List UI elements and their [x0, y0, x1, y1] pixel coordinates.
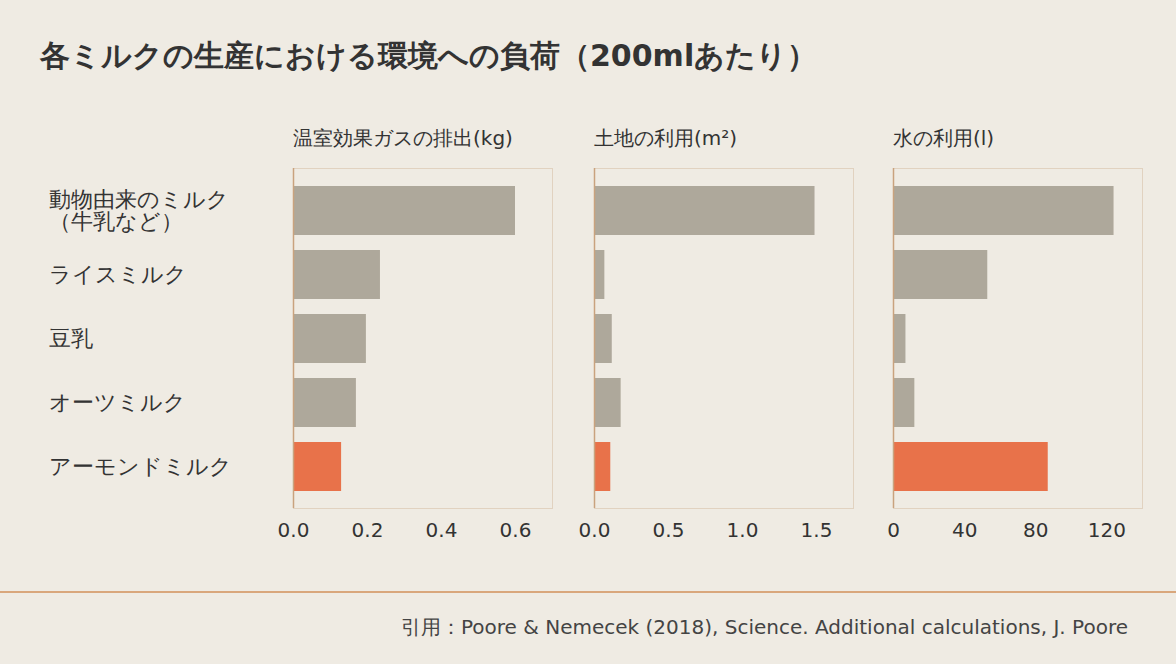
- svg-text:0.5: 0.5: [653, 518, 685, 542]
- html-text:各ミルクの生産における環境への負荷（200mlあたり）: 各ミルクの生産における環境への負荷（200mlあたり）: [40, 38, 818, 73]
- svg-text:1.5: 1.5: [801, 518, 833, 542]
- svg-text:0.4: 0.4: [426, 518, 458, 542]
- svg-text:80: 80: [1023, 518, 1048, 542]
- svg-text:アーモンドミルク: アーモンドミルク: [49, 454, 232, 479]
- html-text:引用：Poore & Nemecek (2018), Sci: 引用：Poore & Nemecek (2018), Science. Addi…: [401, 615, 1128, 639]
- svg-text:0: 0: [887, 518, 900, 542]
- html-text:水の利用(l): 水の利用(l): [893, 126, 995, 150]
- html-text:土地の利用(m²): 土地の利用(m²): [594, 126, 738, 150]
- svg-text:豆乳: 豆乳: [49, 326, 93, 351]
- svg-text:40: 40: [952, 518, 977, 542]
- html-text:温室効果ガスの排出(kg): 温室効果ガスの排出(kg): [293, 126, 513, 150]
- svg-text:1.0: 1.0: [727, 518, 759, 542]
- svg-text:120: 120: [1088, 518, 1126, 542]
- svg-text:0.0: 0.0: [278, 518, 310, 542]
- svg-text:0.0: 0.0: [579, 518, 611, 542]
- svg-text:動物由来のミルク（牛乳など）: 動物由来のミルク（牛乳など）: [49, 187, 229, 234]
- svg-text:オーツミルク: オーツミルク: [49, 390, 186, 415]
- svg-text:0.2: 0.2: [352, 518, 384, 542]
- svg-text:0.6: 0.6: [500, 518, 532, 542]
- svg-text:ライスミルク: ライスミルク: [49, 262, 187, 287]
